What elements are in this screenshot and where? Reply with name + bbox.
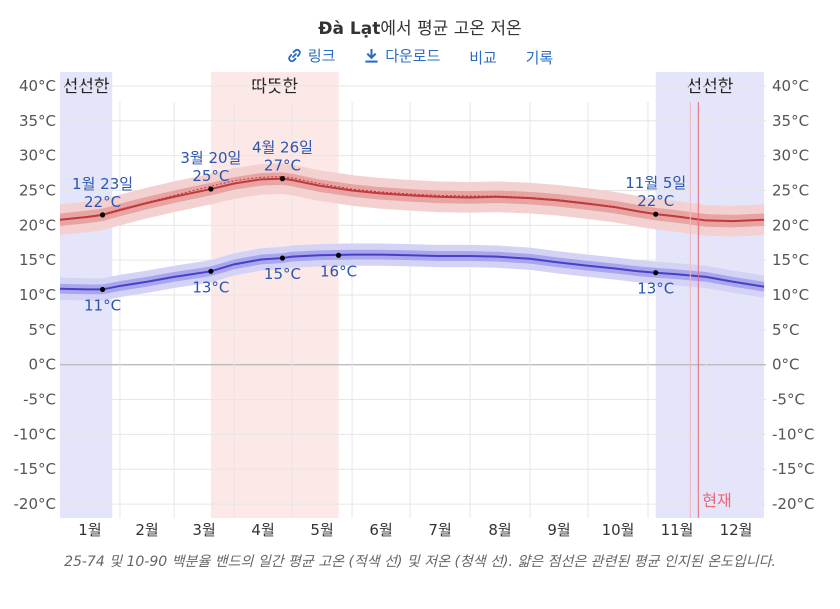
annotation-point: [208, 268, 214, 274]
history-label: 기록: [525, 49, 554, 67]
annotation-point: [653, 211, 659, 217]
season-label: 따뜻한: [251, 77, 298, 97]
y-tick-label-left: 10°C: [19, 286, 56, 304]
download-label: 다운로드: [385, 47, 441, 65]
annotation-point: [99, 286, 106, 293]
compare-label: 비교: [469, 49, 497, 67]
y-tick-label-right: 25°C: [772, 181, 809, 199]
x-tick-label-month: 11월: [661, 521, 694, 539]
chart-caption: 25-74 및 10-90 백분율 밴드의 일간 평균 고온 (적색 선) 및 …: [64, 554, 776, 570]
y-tick-label-right: 40°C: [772, 77, 809, 95]
y-tick-label-left: -5°C: [23, 391, 56, 409]
y-tick-label-left: -20°C: [14, 495, 56, 513]
high-temp-line: [59, 177, 765, 223]
annotation-temp: 13°C: [637, 280, 674, 298]
season-label: 선선한: [63, 77, 110, 97]
y-tick-label-right: 35°C: [772, 112, 809, 130]
annotation-temp: 15°C: [264, 265, 301, 283]
x-tick-label-month: 1월: [78, 521, 101, 539]
y-tick-label-right: 5°C: [772, 321, 800, 339]
toolbar: 링크 다운로드 비교 기록: [0, 45, 840, 68]
y-tick-label-right: 0°C: [772, 356, 800, 374]
x-tick-label-month: 4월: [251, 521, 274, 539]
page-title: Đà Lạt에서 평균 고온 저온: [0, 14, 840, 39]
x-tick-label-month: 7월: [428, 521, 451, 539]
now-label: 현재: [702, 491, 731, 510]
link-button[interactable]: 링크: [287, 45, 336, 66]
annotation-point: [208, 186, 214, 192]
annotation-temp: 11°C: [84, 296, 121, 314]
high-band-inner: [60, 172, 765, 228]
y-tick-label-right: 15°C: [772, 251, 809, 269]
link-icon: [288, 48, 301, 63]
feels-like-line: [59, 176, 765, 222]
annotation-temp: 16°C: [320, 262, 357, 280]
title-city: Đà Lạt: [318, 19, 381, 39]
y-tick-label-left: 0°C: [28, 356, 56, 374]
annotation-point: [335, 252, 342, 258]
y-tick-label-left: 40°C: [19, 77, 56, 95]
annotation-temp: 22°C: [637, 192, 674, 210]
x-tick-label-month: 2월: [135, 521, 158, 539]
download-icon: [365, 48, 378, 63]
y-tick-label-left: 35°C: [19, 112, 56, 130]
annotation-point: [279, 255, 286, 261]
annotation-temp: 13°C: [192, 278, 229, 296]
annotation-date: 3월 20일: [180, 149, 241, 167]
x-tick-label-month: 5월: [310, 521, 333, 539]
x-tick-label-month: 9월: [547, 521, 570, 539]
annotation-temp: 22°C: [84, 193, 121, 211]
low-band-outer: [60, 243, 765, 301]
annotation-point: [279, 176, 286, 182]
season-label: 선선한: [686, 77, 733, 97]
y-tick-label-left: 25°C: [19, 181, 56, 199]
x-tick-label-month: 12월: [720, 521, 753, 539]
y-tick-label-right: 10°C: [772, 286, 809, 304]
y-tick-label-left: 20°C: [19, 216, 56, 234]
x-tick-label-month: 10월: [602, 521, 635, 539]
y-tick-label-left: -10°C: [14, 425, 56, 443]
y-tick-label-left: -15°C: [14, 460, 56, 478]
annotation-date: 4월 26일: [252, 139, 313, 157]
y-tick-label-left: 15°C: [19, 251, 56, 269]
y-tick-label-right: -20°C: [772, 495, 814, 513]
y-tick-label-right: 30°C: [772, 147, 809, 165]
y-tick-label-left: 30°C: [19, 147, 56, 165]
y-tick-label-right: -5°C: [772, 391, 805, 409]
y-tick-label-left: 5°C: [28, 321, 56, 339]
annotation-temp: 27°C: [264, 157, 301, 175]
y-tick-label-right: -15°C: [772, 460, 814, 478]
low-band-inner: [60, 249, 765, 295]
annotation-temp: 25°C: [192, 167, 229, 185]
annotation-date: 11월 5일: [625, 174, 686, 192]
annotation-point: [99, 212, 106, 218]
title-rest: 에서 평균 고온 저온: [380, 19, 522, 39]
y-tick-label-right: -10°C: [772, 425, 814, 443]
annotation-point: [653, 270, 659, 276]
x-tick-label-month: 3월: [192, 521, 215, 539]
annotation-date: 1월 23일: [72, 175, 133, 193]
x-tick-label-month: 6월: [369, 521, 392, 539]
y-tick-label-right: 20°C: [772, 216, 809, 234]
link-label: 링크: [307, 47, 336, 65]
history-button[interactable]: 기록: [526, 47, 554, 68]
x-tick-label-month: 8월: [488, 521, 511, 539]
low-temp-line: [59, 253, 765, 291]
compare-button[interactable]: 비교: [469, 47, 497, 68]
download-button[interactable]: 다운로드: [364, 45, 440, 66]
